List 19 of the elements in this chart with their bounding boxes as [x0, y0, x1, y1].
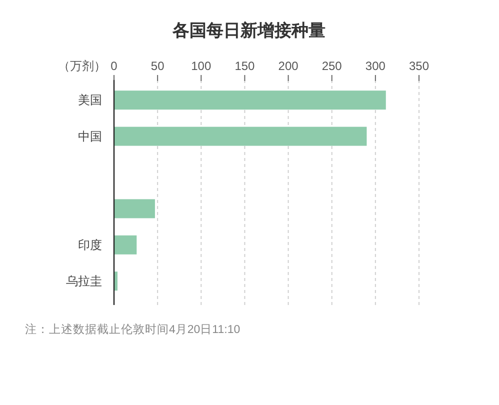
chart-title: 各国每日新增接种量	[172, 21, 326, 40]
y-tick-label: 中国	[78, 129, 102, 144]
y-tick-label: 印度	[78, 238, 102, 252]
x-tick-label: 200	[278, 59, 299, 73]
y-tick-label: 美国	[78, 93, 102, 108]
x-axis-title: （万剂）	[58, 59, 106, 73]
x-tick-label: 300	[365, 59, 386, 73]
x-tick-label: 250	[322, 59, 342, 73]
x-tick-label: 100	[191, 59, 212, 73]
y-tick-label: 乌拉圭	[66, 274, 102, 288]
bar	[114, 235, 137, 254]
bar	[114, 90, 386, 110]
x-tick-label: 150	[234, 59, 256, 73]
text: 注：上述数据截止伦敦时间4月20日11:10	[25, 322, 240, 336]
x-tick-label: 350	[408, 59, 430, 73]
x-tick-label: 50	[150, 59, 165, 73]
x-tick-label: 0	[110, 59, 118, 73]
bar	[114, 199, 155, 218]
bar	[114, 126, 367, 146]
